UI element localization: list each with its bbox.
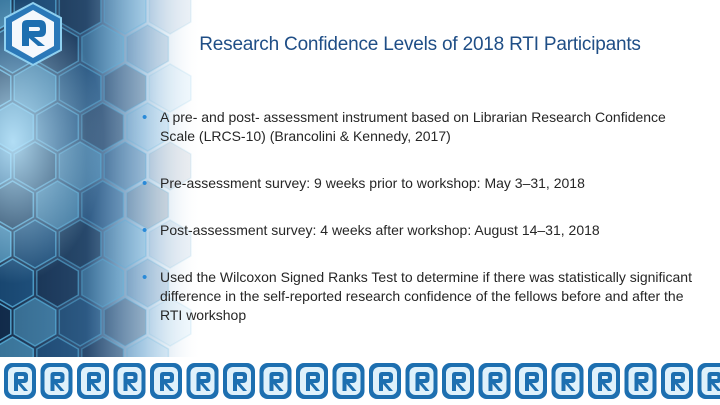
r-logo-icon — [40, 363, 73, 399]
bullet-item: Used the Wilcoxon Signed Ranks Test to d… — [142, 268, 702, 325]
r-logo-icon — [223, 363, 255, 399]
r-logo-icon — [296, 363, 328, 399]
slide-title: Research Confidence Levels of 2018 RTI P… — [199, 34, 641, 55]
r-logo-icon — [332, 363, 365, 399]
r-logo-icon — [551, 363, 584, 399]
r-logo-icon — [113, 363, 146, 399]
r-logo-icon — [150, 363, 182, 399]
r-logo-icon — [515, 363, 547, 399]
r-logo-icon — [4, 1, 62, 67]
r-logo-icon — [77, 363, 109, 399]
r-logo-icon — [186, 363, 219, 399]
r-logo-icon — [405, 363, 438, 399]
r-logo-icon — [259, 363, 292, 399]
r-logo-icon — [588, 363, 620, 399]
bullet-item: Pre-assessment survey: 9 weeks prior to … — [142, 174, 702, 193]
r-logo-icon — [661, 363, 693, 399]
bullet-item: A pre- and post- assessment instrument b… — [142, 108, 702, 146]
r-logo-icon — [4, 363, 36, 399]
r-logo-icon — [478, 363, 511, 399]
bullet-item: Post-assessment survey: 4 weeks after wo… — [142, 221, 702, 240]
logo-strip — [0, 357, 720, 405]
r-logo-icon — [442, 363, 474, 399]
r-logo-icon — [624, 363, 657, 399]
r-logo-icon — [697, 363, 720, 399]
r-logo-icon — [369, 363, 401, 399]
bullet-list: A pre- and post- assessment instrument b… — [142, 108, 702, 325]
